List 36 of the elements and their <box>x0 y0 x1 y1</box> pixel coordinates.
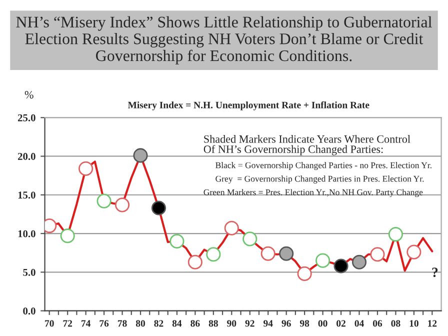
y-tick-label: 10.0 <box>18 230 36 238</box>
x-tick-label: 98 <box>300 320 310 327</box>
y-tick-label: 5.0 <box>23 268 36 276</box>
annotation: Shaded Markers Indicate Years Where Control Of NH’s Governorship Changed Parties: <box>204 134 410 156</box>
x-tick-label: 10 <box>410 320 418 327</box>
chart-subtitle: Misery Index = N.H. Unemployment Rate + Inflation Rate <box>128 101 370 110</box>
x-tick-label: 76 <box>100 320 109 327</box>
x-tick-label: 06 <box>372 320 382 327</box>
x-tick-label: 70 <box>45 320 54 327</box>
x-tick-label: 82 <box>154 320 164 327</box>
x-tick-label: 78 <box>118 320 127 327</box>
x-tick-label: 04 <box>354 320 364 327</box>
x-tick-label: 96 <box>282 320 291 327</box>
annotation: Green Markers = Pres. Election Yr.,No NH Gov. Party Change <box>204 189 423 198</box>
y-tick-label: 25.0 <box>18 114 36 122</box>
x-tick-label: 08 <box>391 320 400 327</box>
x-tick-label: 12 <box>428 320 437 327</box>
y-tick-label: 15.0 <box>18 192 36 199</box>
x-tick-label: 88 <box>208 320 218 327</box>
y-tick-label: 0.0 <box>23 307 36 315</box>
x-tick-label: 00 <box>318 320 328 327</box>
x-tick-label: 84 <box>172 320 182 327</box>
chart-title: NH’s “Misery Index” Shows Little Relationship to Gubernatorial Election Results Suggesting NH Voters Don’t Blame or Credit Governorship for Economic Conditions. <box>16 16 432 64</box>
x-tick-label: 80 <box>136 320 145 327</box>
x-tick-label: 74 <box>82 320 90 327</box>
x-tick-label: 90 <box>227 320 236 327</box>
x-tick-label: 92 <box>245 320 254 327</box>
x-tick-label: 86 <box>190 320 200 327</box>
annotation: ? <box>432 268 438 278</box>
y-tick-label: 20.0 <box>18 152 36 160</box>
annotation: Grey = Governorship Changed Parties in Pres. Election Yr. <box>216 176 424 184</box>
x-tick-label: 02 <box>336 320 346 327</box>
x-tick-label: 94 <box>264 320 273 327</box>
y-axis-title: % <box>24 91 34 99</box>
x-tick-label: 72 <box>63 320 72 327</box>
annotation: Black = Governorship Changed Parties - no Pres. Election Yr. <box>216 162 432 170</box>
